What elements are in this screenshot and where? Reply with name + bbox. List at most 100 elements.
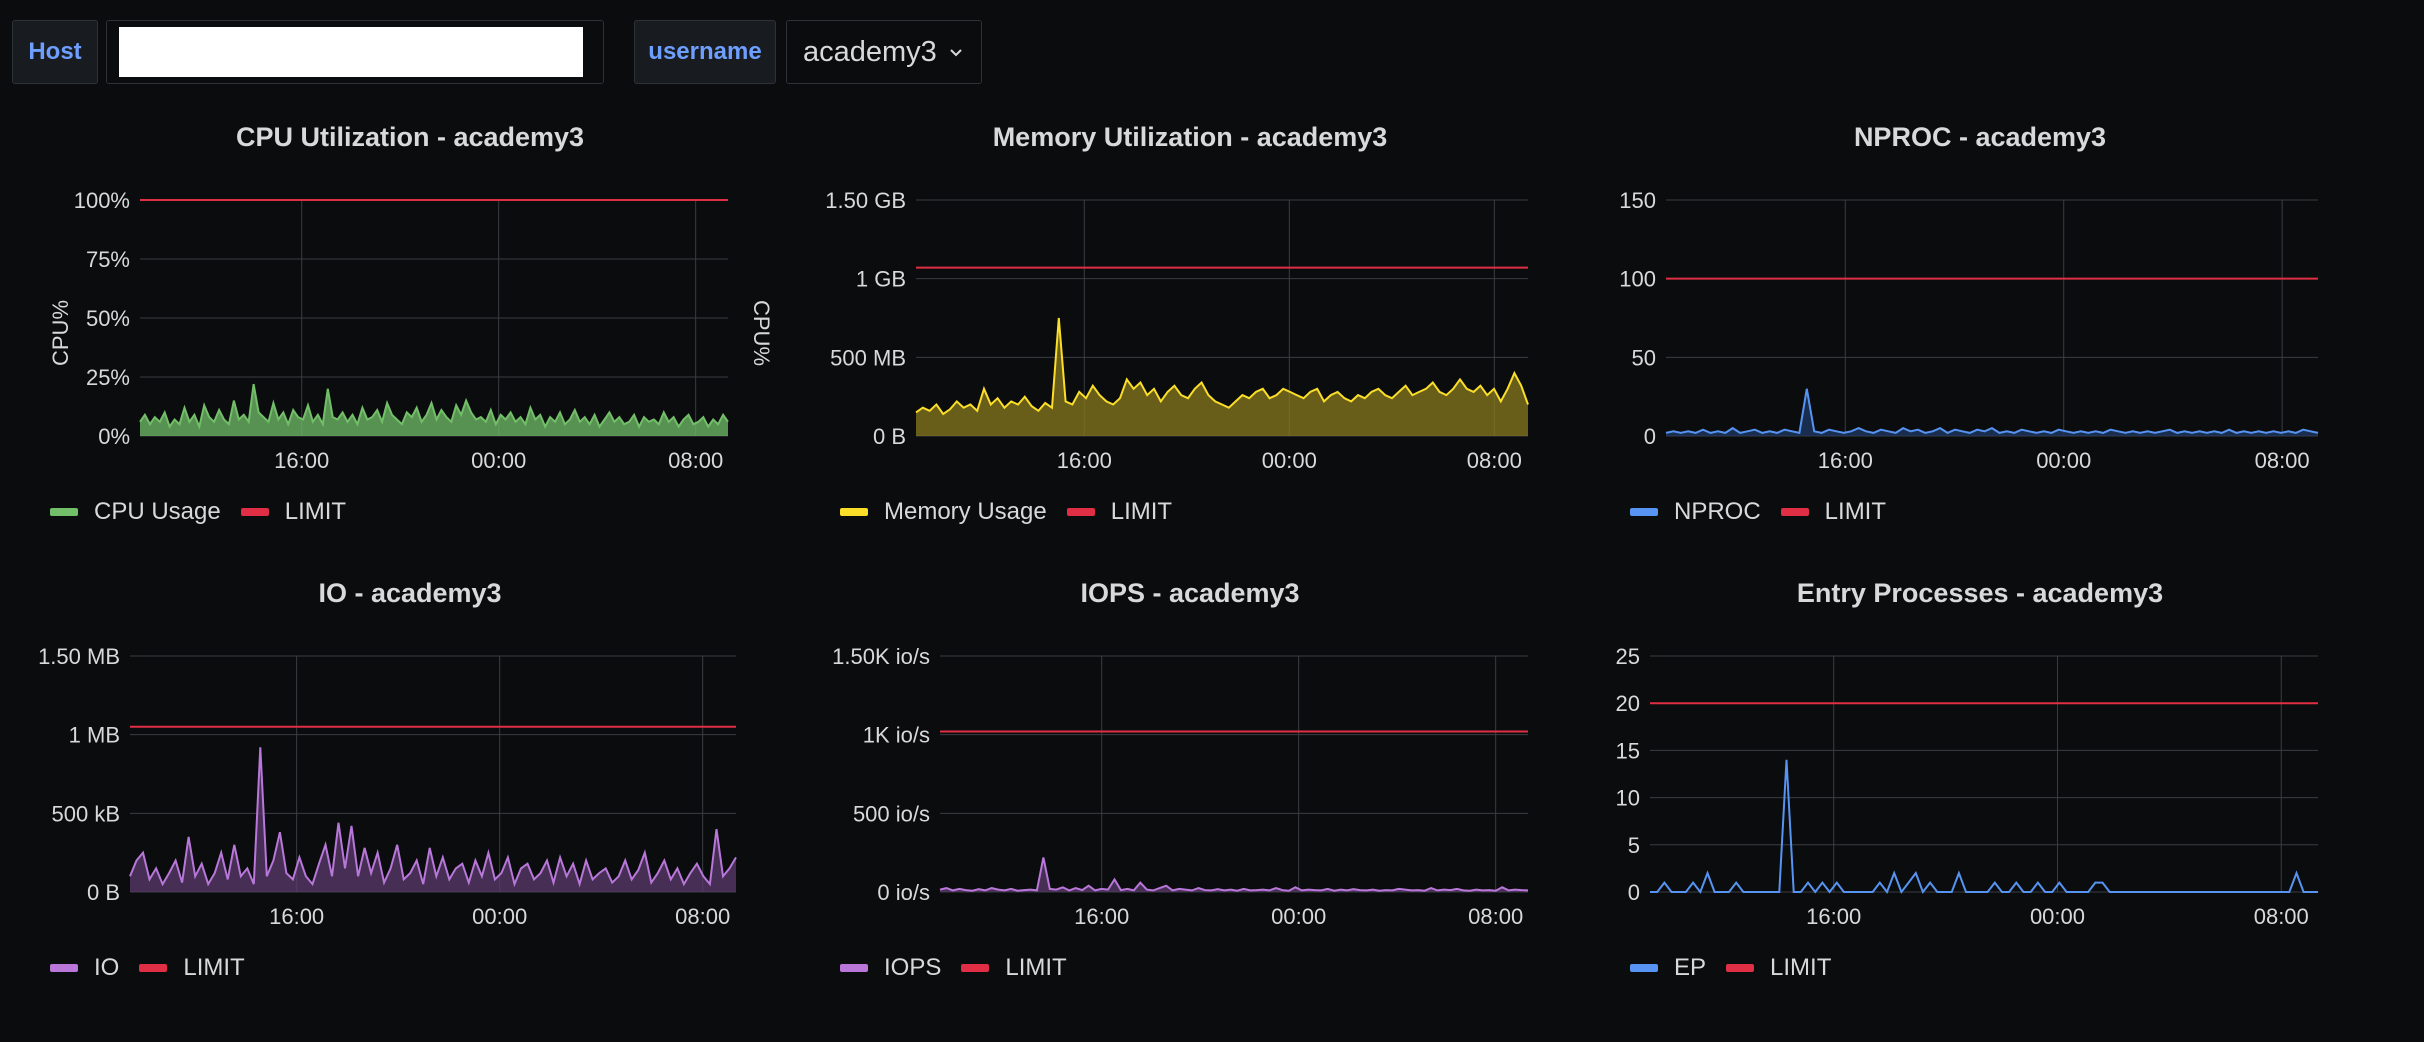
legend-label: IO [94,954,120,981]
series-line [1650,759,2318,895]
y-tick-label: 0 B [873,424,906,449]
legend-swatch [1726,964,1755,972]
series-line [1665,388,2319,435]
series-line [915,317,1529,416]
y-tick-label: 0 [1628,880,1640,905]
x-tick-label: 16:00 [274,448,329,473]
series-line [139,383,729,430]
legend-label: LIMIT [284,498,347,525]
legend-item[interactable]: LIMIT [240,498,347,526]
y-tick-label: 0 io/s [877,880,930,905]
chart-svg: 1.50 MB 1 MB 500 kB 0 B 16:00 00:00 08:00 [38,644,737,929]
legend-label: LIMIT [1005,954,1067,981]
chart-svg: 25 20 15 10 5 0 16:00 00:00 08:00 [1616,644,2318,929]
cpu-utilization-panel[interactable]: CPU Utilization - academy3 100% 75% 50% 25%… [20,110,800,550]
y-tick-label: 25% [86,365,130,390]
y-tick-label: 100% [74,188,130,213]
legend: IOPS LIMIT [840,954,1087,982]
series-area [916,318,1528,436]
legend-item[interactable]: IOPS [840,954,941,982]
entry-processes-panel[interactable]: Entry Processes - academy3 25 20 15 10 5 0 16:… [1590,566,2370,1006]
y-tick-label: 0% [98,424,130,449]
legend-label: CPU Usage [94,498,221,525]
legend-item[interactable]: NPROC [1630,498,1761,526]
panel-title: IOPS - academy3 [1080,578,1300,608]
legend-label: LIMIT [1110,498,1173,525]
y-tick-label: 10 [1616,786,1640,811]
username-value: academy3 [803,35,937,68]
legend-item[interactable]: EP [1630,954,1706,982]
legend-item[interactable]: LIMIT [1780,498,1887,526]
legend-item[interactable]: Memory Usage [840,498,1047,526]
legend-item[interactable]: LIMIT [1726,954,1831,982]
y-tick-label: 20 [1616,691,1640,716]
legend-swatch [240,508,269,516]
host-input-value[interactable] [119,27,583,77]
x-tick-label: 00:00 [471,448,526,473]
y-tick-label: 500 MB [830,345,906,370]
legend-item[interactable]: LIMIT [1066,498,1173,526]
panel-title: Entry Processes - academy3 [1796,578,2164,608]
series-line [129,747,737,888]
x-tick-label: 00:00 [2036,448,2091,473]
legend: CPU Usage LIMIT [50,498,366,526]
series-line [939,857,1529,892]
series-area [940,857,1528,892]
legend-label: EP [1674,954,1707,981]
host-variable-label: Host [12,20,98,84]
legend-item[interactable]: LIMIT [961,954,1067,982]
legend-item[interactable]: LIMIT [139,954,245,982]
legend-swatch [1630,508,1658,516]
chart-svg: 100% 75% 50% 25% 0% 16:00 00:00 08:00 [74,188,729,473]
iops-panel[interactable]: IOPS - academy3 1.50K io/s 1K io/s 500 io/… [800,566,1580,1006]
legend-label: LIMIT [1824,498,1887,525]
y-tick-label: 1.50 MB [38,644,120,669]
y-tick-label: 1 GB [856,267,906,292]
legend-swatch [1630,964,1658,972]
legend-swatch [1066,508,1095,516]
username-select[interactable]: academy3 [786,20,982,84]
y-tick-label: 150 [1619,188,1656,213]
legend-swatch [50,964,78,972]
panel-title: CPU Utilization - academy3 [235,122,585,152]
y-tick-label: 1.50 GB [825,188,906,213]
y-tick-label: 25 [1616,644,1640,669]
x-tick-label: 00:00 [2030,904,2085,929]
x-tick-label: 00:00 [472,904,527,929]
x-tick-label: 16:00 [1074,904,1129,929]
chart-svg: 1.50K io/s 1K io/s 500 io/s 0 io/s 16:00 00:0… [832,644,1529,929]
y-tick-label: 1 MB [69,723,120,748]
legend-item[interactable]: CPU Usage [50,498,221,526]
chart-svg: 1.50 GB 1 GB 500 MB 0 B 16:00 00:00 08:00 [825,188,1529,473]
y-tick-label: 1.50K io/s [832,644,930,669]
x-tick-label: 16:00 [1818,448,1873,473]
legend-swatch [840,964,868,972]
y-tick-label: 15 [1616,738,1640,763]
x-tick-label: 08:00 [1467,448,1522,473]
legend-swatch [961,964,990,972]
host-input[interactable] [106,20,604,84]
panel-title: NPROC - academy3 [1853,122,2107,152]
memory-utilization-panel[interactable]: Memory Utilization - academy3 1.50 GB 1 G… [800,110,1580,550]
x-tick-label: 08:00 [668,448,723,473]
x-tick-label: 08:00 [1468,904,1523,929]
x-tick-label: 00:00 [1271,904,1326,929]
legend-swatch [50,508,78,516]
y-axis-label: CPU% [48,299,74,367]
legend: NPROC LIMIT [1630,498,1906,526]
y-tick-label: 5 [1628,833,1640,858]
y-tick-label: 0 B [87,880,120,905]
x-tick-label: 16:00 [269,904,324,929]
chevron-down-icon [949,42,963,63]
legend-label: Memory Usage [884,498,1047,525]
legend-label: IOPS [884,954,942,981]
legend-swatch [1780,508,1809,516]
legend-label: LIMIT [183,954,245,981]
x-tick-label: 00:00 [1262,448,1317,473]
panel-title: IO - academy3 [318,578,502,608]
y-tick-label: 75% [86,247,130,272]
legend-swatch [139,964,168,972]
legend-item[interactable]: IO [50,954,119,982]
nproc-panel[interactable]: NPROC - academy3 150 100 50 0 16:00 00:00 08:0… [1590,110,2370,550]
io-panel[interactable]: IO - academy3 1.50 MB 1 MB 500 kB 0 B 16:00 0… [20,566,800,1006]
